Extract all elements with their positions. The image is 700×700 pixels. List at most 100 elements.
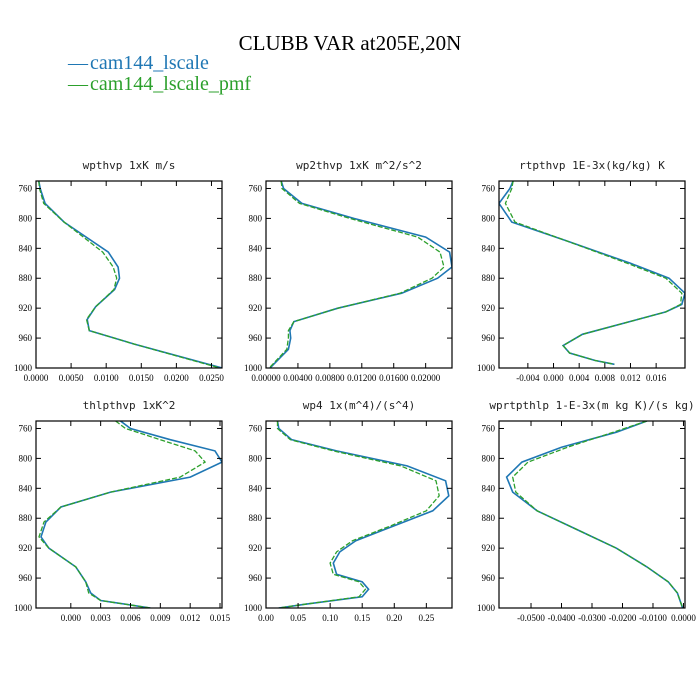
x-tick-label: 0.000 [61, 613, 82, 623]
panel-title: thlpthvp 1xK^2 [83, 399, 176, 412]
plot-frame [35, 420, 223, 609]
x-tick-label: 0.0000 [24, 373, 49, 383]
y-tick-label: 760 [482, 183, 496, 193]
y-tick-label: 920 [19, 543, 33, 553]
y-tick-label: 920 [482, 543, 496, 553]
y-tick-label: 840 [19, 483, 33, 493]
panel-title: wpthvp 1xK m/s [83, 159, 176, 172]
y-tick-label: 960 [19, 333, 33, 343]
x-tick-label: -0.0500 [517, 613, 545, 623]
y-tick-label: 840 [249, 483, 263, 493]
x-tick-label: 0.0200 [164, 373, 189, 383]
y-tick-label: 920 [249, 543, 263, 553]
series-line-cam144-lscale-pmf [38, 181, 221, 368]
y-tick-label: 800 [249, 453, 263, 463]
y-tick-label: 800 [482, 213, 496, 223]
y-tick-label: 760 [482, 423, 496, 433]
x-tick-label: 0.25 [418, 613, 434, 623]
x-tick-label: -0.004 [516, 373, 540, 383]
x-tick-label: 0.012 [180, 613, 200, 623]
plot-frame [498, 420, 686, 609]
series-line-cam144-lscale [40, 421, 222, 608]
x-tick-label: 0.0100 [94, 373, 119, 383]
panel-4: thlpthvp 1xK^2 760 800 840 880 920 960 1000 0.00… [14, 399, 231, 623]
x-tick-label: 0.15 [354, 613, 370, 623]
x-tick-label: 0.01200 [347, 373, 377, 383]
x-tick-label: 0.00000 [251, 373, 281, 383]
series-line-cam144-lscale [276, 421, 450, 608]
y-tick-label: 840 [482, 483, 496, 493]
y-tick-label: 760 [19, 423, 33, 433]
x-tick-label: -0.0300 [578, 613, 606, 623]
y-tick-label: 1000 [477, 603, 496, 613]
y-tick-label: 960 [482, 573, 496, 583]
y-tick-label: 920 [19, 303, 33, 313]
series-line-cam144-lscale-pmf [504, 181, 683, 365]
x-tick-label: 0.015 [210, 613, 231, 623]
y-tick-label: 840 [19, 243, 33, 253]
y-tick-label: 760 [249, 423, 263, 433]
series-line-cam144-lscale-pmf [268, 181, 445, 368]
y-tick-label: 840 [482, 243, 496, 253]
x-tick-label: 0.008 [595, 373, 616, 383]
y-tick-label: 880 [19, 273, 33, 283]
y-tick-label: 800 [19, 213, 33, 223]
legend: — cam144_lscale — cam144_lscale_pmf [67, 52, 251, 95]
legend-marker-2: — [67, 73, 89, 95]
panel-title: wp4 1x(m^4)/(s^4) [303, 399, 416, 412]
series-line-cam144-lscale [499, 181, 685, 366]
y-tick-label: 880 [249, 273, 263, 283]
legend-item-2: — cam144_lscale_pmf [67, 73, 251, 95]
y-tick-label: 800 [249, 213, 263, 223]
y-tick-label: 960 [249, 333, 263, 343]
plot-frame [498, 180, 686, 369]
plot-frame [265, 180, 453, 369]
x-tick-label: 0.00800 [315, 373, 345, 383]
x-tick-label: 0.20 [386, 613, 402, 623]
x-tick-label: 0.00 [258, 613, 274, 623]
y-tick-label: 800 [482, 453, 496, 463]
series-line-cam144-lscale-pmf [511, 421, 684, 608]
panel-1: wpthvp 1xK m/s 760 800 840 880 920 960 10000.00… [14, 159, 224, 383]
figure-title: CLUBB VAR at205E,20N [239, 31, 462, 55]
x-tick-label: 0.00400 [283, 373, 313, 383]
x-tick-label: 0.01600 [379, 373, 409, 383]
panel-5: wp4 1x(m^4)/(s^4)76080084088092096010000… [244, 399, 453, 623]
y-tick-label: 1000 [14, 363, 33, 373]
panels: wpthvp 1xK m/s76080084088092096010000.00… [14, 159, 696, 623]
y-tick-label: 1000 [477, 363, 496, 373]
y-tick-label: 880 [19, 513, 33, 523]
series-line-cam144-lscale-pmf [276, 421, 440, 608]
y-tick-label: 880 [249, 513, 263, 523]
x-tick-label: 0.05 [290, 613, 306, 623]
y-tick-label: 760 [19, 183, 33, 193]
x-tick-label: 0.02000 [411, 373, 441, 383]
x-tick-label: 0.0250 [199, 373, 224, 383]
x-tick-label: 0.012 [620, 373, 640, 383]
panel-title: wp2thvp 1xK m^2/s^2 [296, 159, 422, 172]
panel-6: wprtpthlp 1-E-3x(m kg K)/(s kg) 760 800 840… [477, 399, 696, 623]
x-tick-label: -0.0200 [609, 613, 637, 623]
y-tick-label: 1000 [14, 603, 33, 613]
legend-item-1: — cam144_lscale [67, 52, 209, 74]
y-tick-label: 880 [482, 273, 496, 283]
x-tick-label: 0.0150 [129, 373, 154, 383]
y-tick-label: 920 [482, 303, 496, 313]
y-tick-label: 920 [249, 303, 263, 313]
legend-marker-1: — [67, 52, 89, 74]
series-line-cam144-lscale [269, 181, 452, 368]
y-tick-label: 840 [249, 243, 263, 253]
series-line-cam144-lscale [38, 181, 222, 368]
series-line-cam144-lscale-pmf [38, 421, 207, 608]
y-tick-label: 960 [482, 333, 496, 343]
y-tick-label: 1000 [244, 363, 263, 373]
panel-3: rtpthvp 1E-3x(kg/kg) K 760 800 840 880 920 960… [477, 159, 686, 383]
x-tick-label: 0.004 [569, 373, 590, 383]
x-tick-label: 0.006 [120, 613, 141, 623]
plot-frame [265, 420, 453, 609]
legend-label-2: cam144_lscale_pmf [90, 73, 251, 95]
x-tick-label: 0.016 [646, 373, 667, 383]
panel-title: rtpthvp 1E-3x(kg/kg) K [519, 159, 665, 172]
x-tick-label: 0.000 [543, 373, 564, 383]
